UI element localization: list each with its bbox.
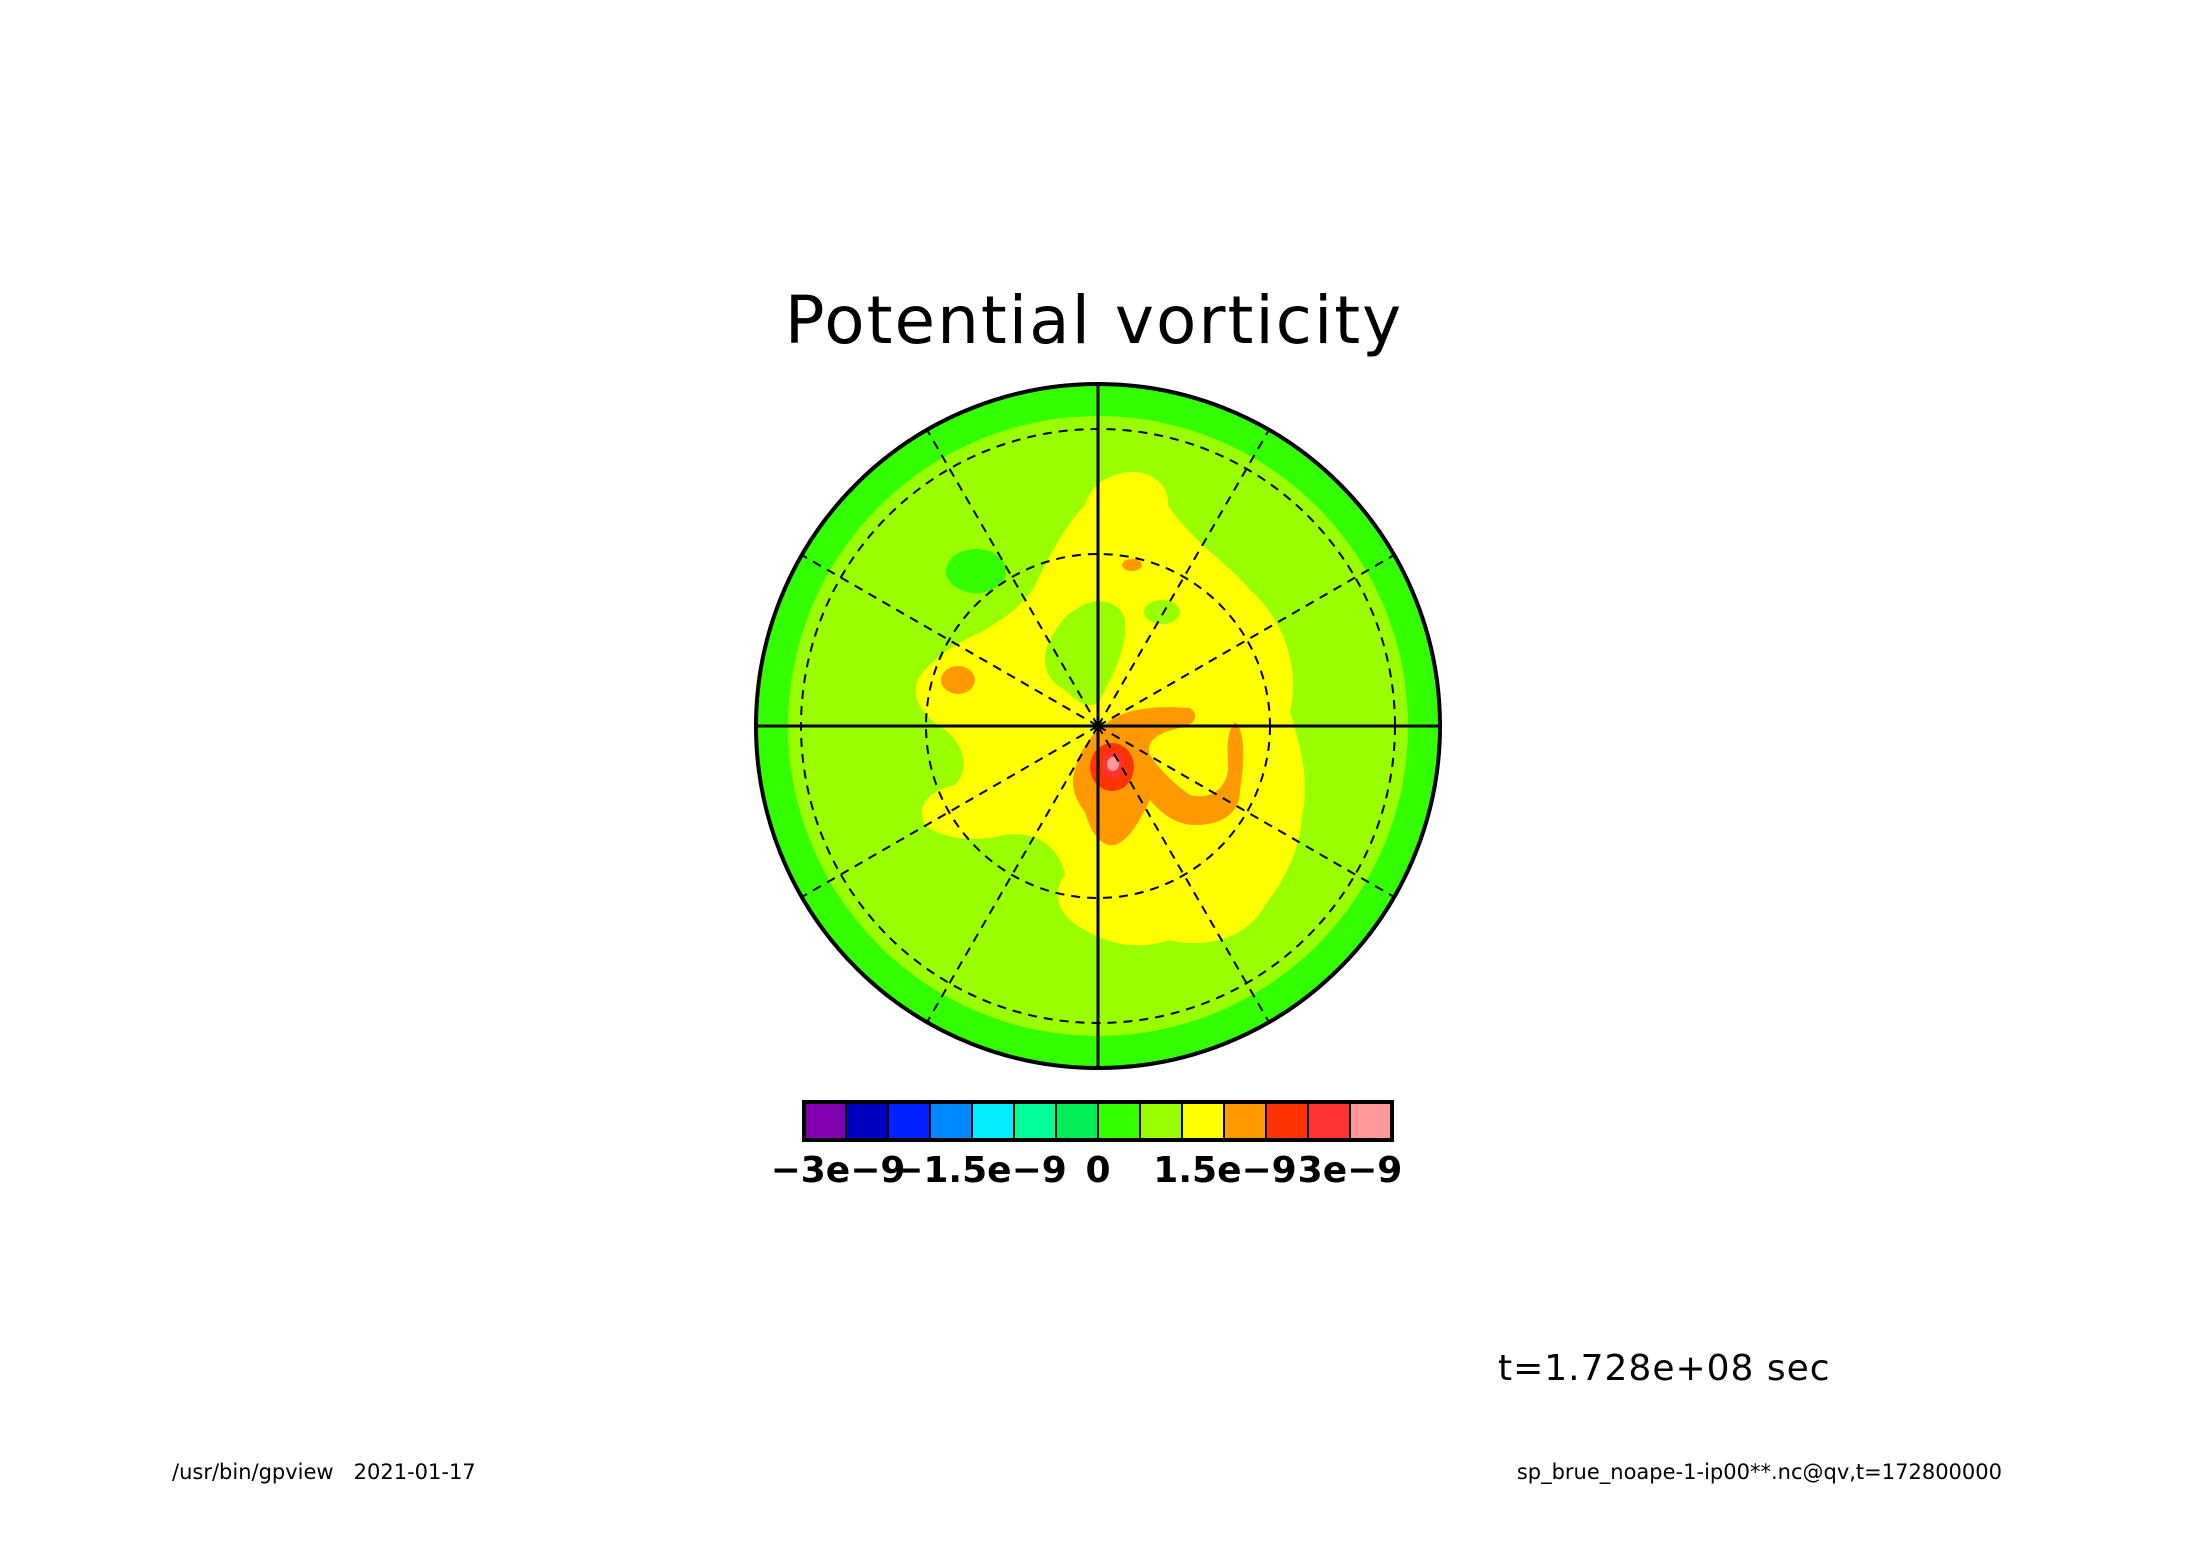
yellow-region: [915, 471, 1305, 946]
colorbar-cell: [1307, 1101, 1351, 1141]
orange-spot-left: [941, 666, 975, 694]
colorbar-tick-label: 0: [1085, 1150, 1111, 1191]
colorbar-frame: [802, 1100, 1394, 1142]
meridian-lines: [801, 429, 1395, 1023]
green-patch: [946, 549, 1006, 593]
meridian-line: [801, 554, 1099, 727]
colorbar: [802, 1100, 1394, 1142]
footer-source-file: sp_brue_noape-1-ip00**.nc@qv,t=172800000: [1516, 1460, 2002, 1484]
colorbar-tick-label: −3e−9: [770, 1150, 906, 1191]
colorbar-cell: [803, 1101, 847, 1141]
meridian-line: [1097, 725, 1270, 1023]
orange-swirl: [1073, 707, 1244, 846]
colorbar-tick-label: 3e−9: [1297, 1150, 1403, 1191]
orange-spot-top: [1122, 559, 1142, 571]
green-intrusion: [1045, 601, 1126, 706]
colorbar-cell: [971, 1101, 1015, 1141]
meridian-line: [1097, 725, 1395, 898]
colorbar-tick-label: −1.5e−9: [893, 1150, 1067, 1191]
colorbar-tick-label: 1.5e−9: [1153, 1150, 1297, 1191]
footer-program-date: /usr/bin/gpview 2021-01-17: [172, 1460, 476, 1484]
colorbar-cell: [845, 1101, 889, 1141]
colorbar-cell: [1223, 1101, 1267, 1141]
colorbar-cell: [1349, 1101, 1393, 1141]
meridian-line: [926, 725, 1099, 1023]
main-axes: [756, 384, 1440, 1068]
meridian-line: [1097, 554, 1395, 727]
green-spot: [1144, 600, 1180, 624]
colorbar-cell: [929, 1101, 973, 1141]
colorbar-cell: [1139, 1101, 1183, 1141]
time-label: t=1.728e+08 sec: [1498, 1348, 1831, 1389]
colorbar-cell: [1097, 1101, 1141, 1141]
colorbar-cell: [1013, 1101, 1057, 1141]
colorbar-cell: [1055, 1101, 1099, 1141]
disk-outline: [754, 382, 1442, 1070]
pink-peak: [1107, 757, 1119, 771]
colorbar-cell: [887, 1101, 931, 1141]
chart-title: Potential vorticity: [784, 282, 1404, 359]
meridian-line: [1097, 429, 1270, 727]
meridian-line: [801, 725, 1099, 898]
meridian-line: [926, 429, 1099, 727]
colorbar-cell: [1265, 1101, 1309, 1141]
colorbar-cell: [1181, 1101, 1225, 1141]
field-layer: [756, 384, 1440, 1068]
